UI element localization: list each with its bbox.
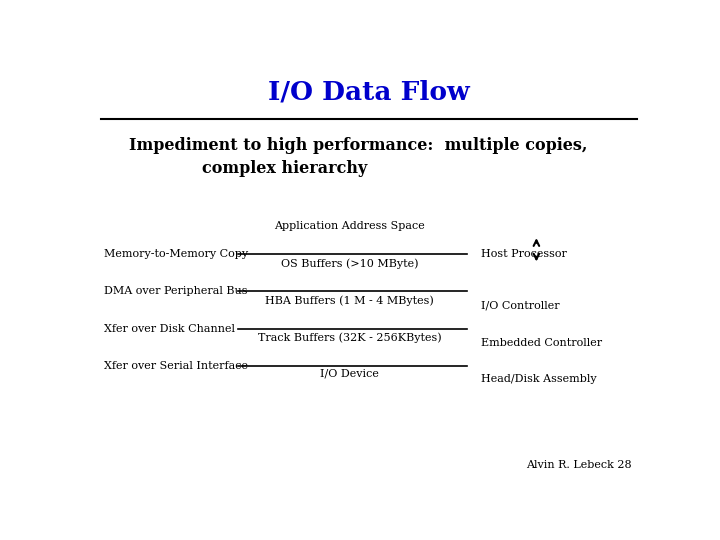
Text: I/O Data Flow: I/O Data Flow <box>268 79 470 104</box>
Text: Alvin R. Lebeck 28: Alvin R. Lebeck 28 <box>526 460 631 470</box>
Text: Host Processor: Host Processor <box>481 249 567 259</box>
Text: DMA over Peripheral Bus: DMA over Peripheral Bus <box>104 286 248 296</box>
Text: Impediment to high performance:  multiple copies,: Impediment to high performance: multiple… <box>129 137 588 154</box>
Text: Xfer over Disk Channel: Xfer over Disk Channel <box>104 324 235 334</box>
Text: OS Buffers (>10 MByte): OS Buffers (>10 MByte) <box>281 258 418 268</box>
Text: I/O Controller: I/O Controller <box>481 301 559 311</box>
Text: Memory-to-Memory Copy: Memory-to-Memory Copy <box>104 249 248 259</box>
Text: HBA Buffers (1 M - 4 MBytes): HBA Buffers (1 M - 4 MBytes) <box>265 295 434 306</box>
Text: Head/Disk Assembly: Head/Disk Assembly <box>481 374 596 384</box>
Text: I/O Device: I/O Device <box>320 369 379 379</box>
Text: Application Address Space: Application Address Space <box>274 221 425 231</box>
Text: complex hierarchy: complex hierarchy <box>202 160 367 177</box>
Text: Xfer over Serial Interface: Xfer over Serial Interface <box>104 361 248 372</box>
Text: Track Buffers (32K - 256KBytes): Track Buffers (32K - 256KBytes) <box>258 333 441 343</box>
Text: Embedded Controller: Embedded Controller <box>481 339 602 348</box>
